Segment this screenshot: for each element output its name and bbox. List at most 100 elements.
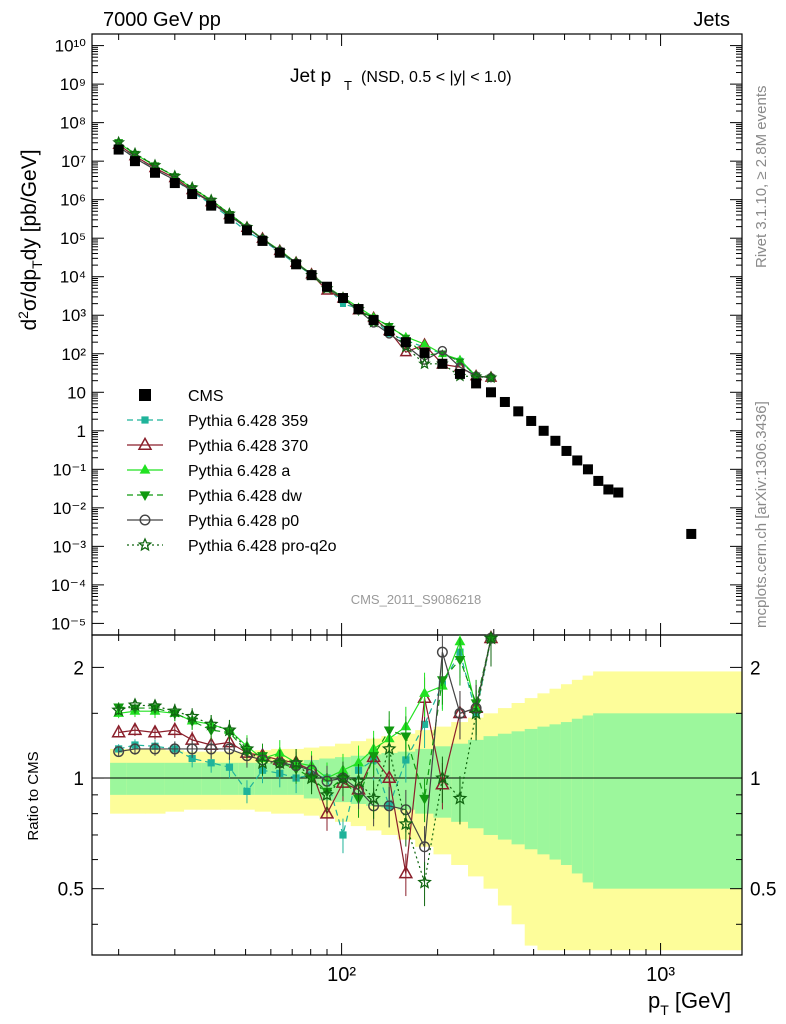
data-point: [421, 344, 428, 351]
cms-data-point: [274, 247, 285, 258]
ratio-point: [436, 646, 448, 658]
plot-title-main: Jet p: [290, 66, 331, 87]
plot-title: Jet p T (NSD, 0.5 < |y| < 1.0): [290, 66, 512, 93]
ratio-point: [186, 743, 198, 755]
ratio-point: [113, 746, 125, 758]
ratio-point: [203, 716, 219, 731]
ratio-point: [419, 794, 430, 805]
ratio-point: [243, 787, 251, 795]
ratio-point: [167, 703, 183, 718]
ratio-point: [129, 743, 141, 755]
y-tick-label: 10⁻⁵: [51, 614, 86, 633]
cms-data-point: [187, 189, 198, 200]
ratio-y-tick-label: 2: [750, 658, 761, 679]
cms-data-point: [384, 325, 395, 336]
legend-label: Pythia 6.428 p0: [188, 513, 299, 530]
main-plot-area: 10⁻⁵ 10⁻⁴ 10⁻³ 10⁻² 10⁻¹ 1 10 10² 10³ 10⁴ 10⁵ 10⁶ 10…: [51, 33, 743, 636]
cms-data-point: [513, 406, 524, 417]
uncertainty-band-green: [164, 762, 185, 795]
uncertainty-band-green: [511, 731, 526, 845]
ratio-point: [417, 874, 432, 889]
ratio-point: [351, 773, 366, 788]
cms-data-point: [224, 213, 235, 224]
ratio-point: [400, 732, 412, 743]
ratio-point: [169, 743, 181, 755]
cms-data-point: [437, 358, 448, 369]
ratio-y-tick-label: 2: [73, 658, 84, 679]
mcplots-label: mcplots.cern.ch [arXiv:1306.3436]: [753, 401, 770, 628]
ratio-point: [454, 656, 466, 666]
cms-data-point: [561, 445, 572, 456]
y-tick-label: 10¹⁰: [55, 37, 87, 56]
ratio-point: [111, 724, 126, 738]
cms-data-point: [485, 387, 496, 398]
cms-data-point: [306, 270, 317, 281]
ratio-point: [383, 800, 395, 812]
y-tick-label: 10⁴: [60, 268, 86, 287]
plot-title-subscript: T: [344, 78, 352, 93]
cms-data-point: [526, 415, 537, 426]
y-tick-label: 10³: [61, 306, 86, 325]
ratio-point: [147, 698, 163, 713]
cms-data-point: [454, 368, 465, 379]
data-point: [170, 173, 180, 182]
cms-data-point: [113, 144, 124, 155]
ratio-point: [435, 770, 450, 785]
ratio-point: [184, 708, 200, 723]
uncertainty-band-green: [571, 718, 584, 874]
ratio-point: [420, 720, 429, 728]
y-tick-label: 1: [77, 422, 86, 441]
uncertainty-band-green: [183, 762, 203, 795]
svg-text:d2σ/dpTdy [pb/GeV]: d2σ/dpTdy [pb/GeV]: [15, 149, 45, 330]
energy-label: 7000 GeV pp: [103, 9, 221, 31]
ratio-point: [188, 754, 196, 763]
cms-data-point: [169, 178, 180, 189]
ratio-point: [255, 755, 270, 770]
cms-data-point: [572, 455, 583, 466]
ratio-point: [304, 770, 319, 785]
data-point: [437, 345, 448, 356]
cms-data-point: [550, 435, 561, 446]
cms-data-point: [593, 475, 604, 486]
legend-label: Pythia 6.428 359: [188, 413, 308, 430]
y-tick-label: 10⁻³: [52, 537, 86, 556]
data-point: [130, 150, 140, 159]
ratio-point: [207, 759, 215, 767]
uncertainty-band-green: [537, 726, 551, 855]
y-tick-label: 10⁶: [60, 191, 86, 210]
y-tick-label: 10⁵: [60, 229, 86, 248]
cms-data-point: [241, 225, 252, 236]
ratio-point: [149, 743, 161, 755]
cms-data-point: [149, 167, 160, 178]
cms-data-point: [419, 347, 430, 358]
ratio-point: [381, 769, 397, 783]
ratio-point: [368, 752, 380, 762]
ratio-point: [205, 743, 217, 755]
series-line-pythia-6.428-pro-q2o: [118, 141, 492, 379]
y-axis-label: d2σ/dpTdy [pb/GeV]: [15, 149, 45, 330]
y-tick-label: 10⁻²: [52, 499, 86, 518]
ratio-point: [454, 707, 466, 719]
legend-marker: [137, 537, 153, 552]
cms-data-point: [400, 337, 411, 348]
legend-marker: [139, 464, 151, 474]
ratio-point: [452, 790, 468, 805]
uncertainty-band-green: [126, 762, 146, 795]
cms-data-point: [206, 200, 217, 211]
uncertainty-band-green: [560, 722, 573, 865]
uncertainty-band-green: [593, 713, 743, 889]
legend-label: Pythia 6.428 370: [188, 438, 308, 455]
cms-data-point: [322, 281, 333, 292]
ratio-point: [402, 756, 410, 764]
svg-text:pT [GeV]: pT [GeV]: [648, 988, 731, 1018]
uncertainty-band-green: [397, 751, 416, 810]
ratio-point: [222, 722, 237, 737]
cms-data-point: [129, 156, 140, 167]
ratio-point: [436, 676, 448, 686]
y-tick-label: 10⁻¹: [52, 460, 86, 479]
ratio-y-tick-label: 0.5: [750, 880, 776, 901]
cms-data-point: [291, 259, 302, 270]
ratio-point: [225, 763, 234, 771]
uncertainty-band-green: [549, 724, 562, 860]
